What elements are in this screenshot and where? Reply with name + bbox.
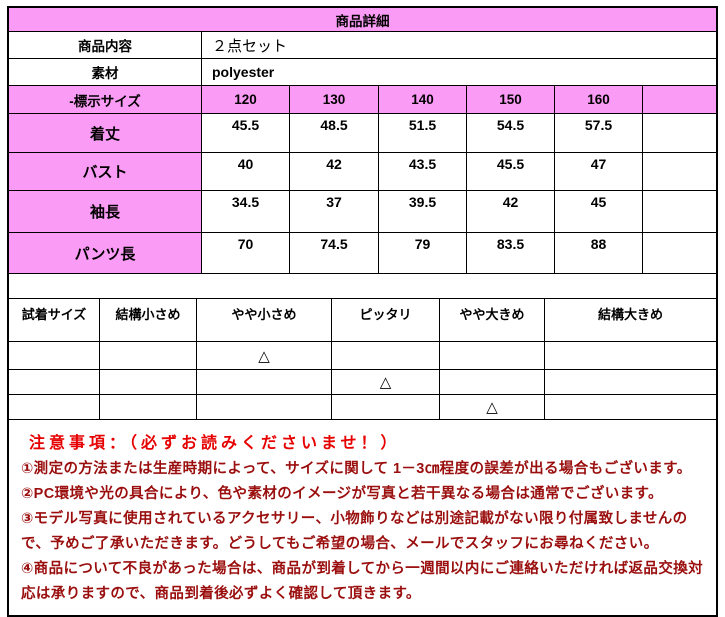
- info-label-material: 素材: [9, 59, 202, 85]
- measure-value: 45.5: [467, 153, 555, 190]
- fit-cell: [332, 395, 440, 419]
- fit-cell: [440, 370, 545, 394]
- notes-item-2: ②PC環境や光の具合により、色や素材のイメージが写真と若干異なる場合は通常でござ…: [21, 486, 663, 502]
- fit-cell: [100, 370, 197, 394]
- product-detail-sheet: 商品詳細 商品内容 ２点セット 素材 polyester -標示サイズ 120 …: [7, 6, 718, 617]
- measure-value: 57.5: [555, 114, 643, 152]
- fit-cell: [440, 342, 545, 369]
- fit-cell: [197, 370, 332, 394]
- fit-row-3: △: [9, 395, 716, 420]
- size-col-120: 120: [202, 86, 290, 113]
- notes-item-4: ④商品について不良があった場合は、商品が到着してから一週間以内にご連絡いただけれ…: [21, 561, 704, 602]
- measure-row-length: 着丈 45.5 48.5 51.5 54.5 57.5: [9, 114, 716, 153]
- fit-cell: [545, 370, 716, 394]
- measure-value-empty: [643, 233, 716, 273]
- measure-label: 袖長: [9, 191, 202, 232]
- fit-header-bit-bigger: やや大きめ: [440, 299, 545, 341]
- measure-value-empty: [643, 153, 716, 190]
- notes-item-3: ③モデル写真に使用されているアクセサリー、小物飾りなどは別途記載がない限り付属致…: [21, 511, 688, 552]
- measure-label: バスト: [9, 153, 202, 190]
- measure-value: 45: [555, 191, 643, 232]
- measure-value: 51.5: [379, 114, 467, 152]
- measure-value-empty: [643, 191, 716, 232]
- info-row-contents: 商品内容 ２点セット: [9, 32, 716, 59]
- size-col-160: 160: [555, 86, 643, 113]
- fit-cell: [545, 342, 716, 369]
- measure-value: 43.5: [379, 153, 467, 190]
- fit-cell: [100, 342, 197, 369]
- fit-row-2: △: [9, 370, 716, 395]
- page-title: 商品詳細: [9, 8, 716, 32]
- measure-label: パンツ長: [9, 233, 202, 273]
- size-header-label: -標示サイズ: [9, 86, 202, 113]
- measure-value: 88: [555, 233, 643, 273]
- fit-cell: [9, 395, 100, 419]
- fit-header-much-smaller: 結構小さめ: [100, 299, 197, 341]
- size-col-empty: [643, 86, 716, 113]
- measure-label: 着丈: [9, 114, 202, 152]
- info-value-contents: ２点セット: [212, 37, 288, 55]
- measure-value: 70: [202, 233, 290, 273]
- fit-cell: [332, 342, 440, 369]
- measure-value: 54.5: [467, 114, 555, 152]
- measure-row-bust: バスト 40 42 43.5 45.5 47: [9, 153, 716, 191]
- fit-header-row: 試着サイズ 結構小さめ やや小さめ ピッタリ やや大きめ 結構大きめ: [9, 299, 716, 342]
- measure-value: 79: [379, 233, 467, 273]
- measure-value: 48.5: [290, 114, 379, 152]
- size-col-140: 140: [379, 86, 467, 113]
- measure-value-empty: [643, 114, 716, 152]
- fit-mark-perfect: △: [332, 370, 440, 394]
- measure-value: 34.5: [202, 191, 290, 232]
- measure-value: 45.5: [202, 114, 290, 152]
- info-value-material: polyester: [212, 64, 275, 80]
- info-row-material: 素材 polyester: [9, 59, 716, 86]
- measure-value: 40: [202, 153, 290, 190]
- measure-row-sleeve: 袖長 34.5 37 39.5 42 45: [9, 191, 716, 233]
- fit-header-perfect: ピッタリ: [332, 299, 440, 341]
- notes-heading: 注意事項：（必ずお読みくださいませ！）: [29, 435, 401, 452]
- fit-cell: [9, 370, 100, 394]
- fit-row-1: △: [9, 342, 716, 370]
- fit-header-try-size: 試着サイズ: [9, 299, 100, 341]
- size-col-150: 150: [467, 86, 555, 113]
- notes-section: 注意事項：（必ずお読みくださいませ！） ①測定の方法または生産時期によって、サイ…: [9, 420, 716, 615]
- size-header-row: -標示サイズ 120 130 140 150 160: [9, 86, 716, 114]
- measure-value: 42: [467, 191, 555, 232]
- measure-value: 47: [555, 153, 643, 190]
- fit-cell: [9, 342, 100, 369]
- measure-value: 37: [290, 191, 379, 232]
- measure-value: 74.5: [290, 233, 379, 273]
- fit-cell: [197, 395, 332, 419]
- fit-mark-bit-smaller: △: [197, 342, 332, 369]
- fit-cell: [545, 395, 716, 419]
- fit-header-much-bigger: 結構大きめ: [597, 307, 663, 322]
- spacer-row: [9, 274, 716, 299]
- size-col-130: 130: [290, 86, 379, 113]
- notes-item-1: ①測定の方法または生産時期によって、サイズに関して 1－3㎝程度の誤差が出る場合…: [21, 461, 692, 477]
- info-label-contents: 商品内容: [9, 32, 202, 58]
- measure-value: 83.5: [467, 233, 555, 273]
- fit-header-bit-smaller: やや小さめ: [197, 299, 332, 341]
- measure-row-pants: パンツ長 70 74.5 79 83.5 88: [9, 233, 716, 274]
- measure-value: 39.5: [379, 191, 467, 232]
- fit-mark-bit-bigger: △: [440, 395, 545, 419]
- fit-cell: [100, 395, 197, 419]
- measure-value: 42: [290, 153, 379, 190]
